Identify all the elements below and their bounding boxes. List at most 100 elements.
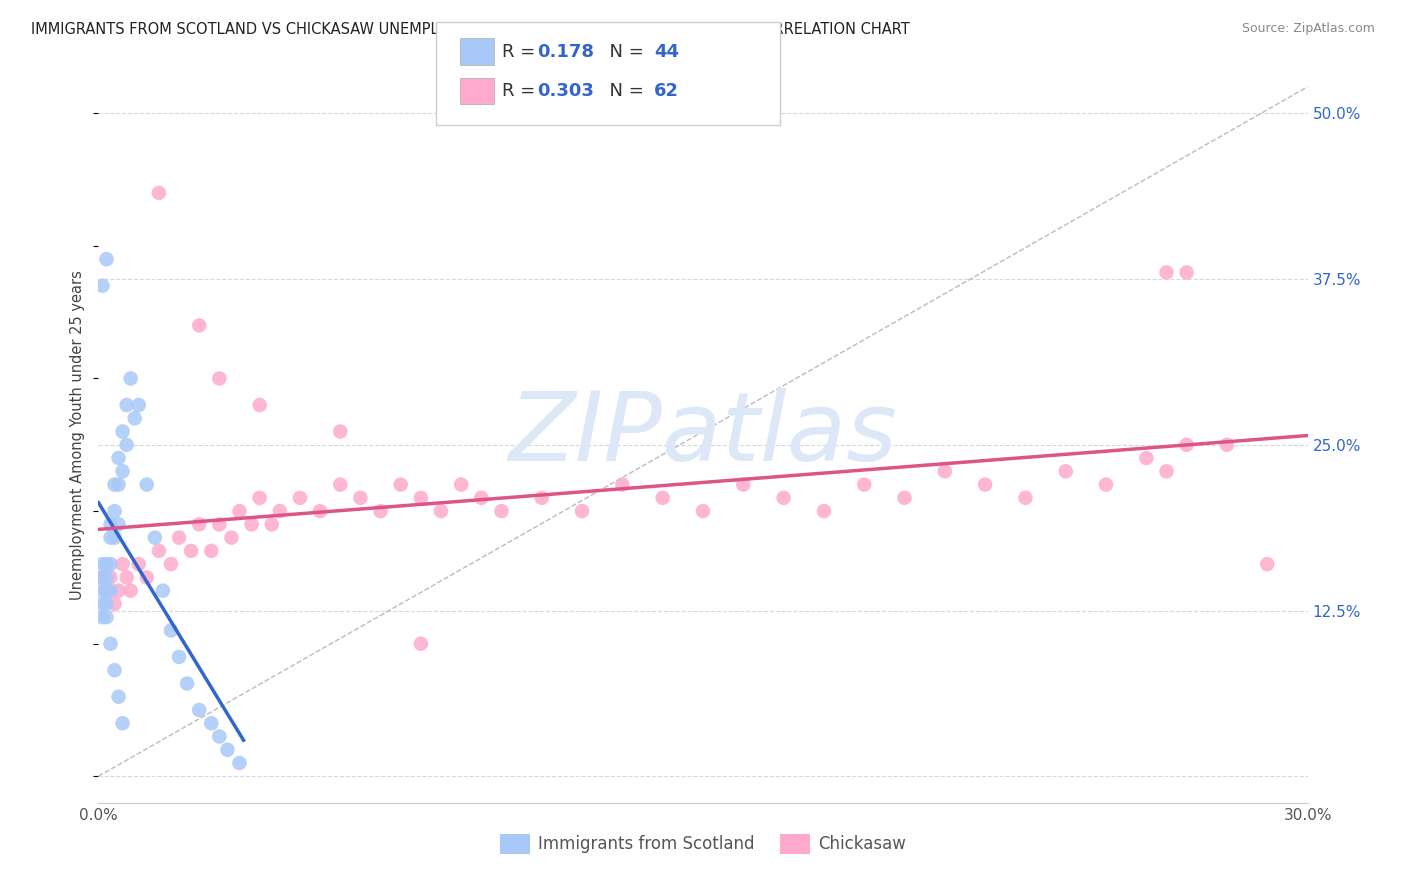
Point bbox=[260, 517, 283, 532]
Point bbox=[96, 597, 118, 611]
Point bbox=[813, 504, 835, 518]
Point bbox=[208, 517, 231, 532]
Point bbox=[200, 544, 222, 558]
Point bbox=[389, 477, 412, 491]
Text: 62: 62 bbox=[654, 82, 679, 100]
Point bbox=[1135, 451, 1157, 466]
Point bbox=[733, 477, 755, 491]
Point bbox=[103, 597, 125, 611]
Point bbox=[249, 491, 271, 505]
Point bbox=[100, 583, 122, 598]
Text: N =: N = bbox=[598, 43, 650, 61]
Point bbox=[1175, 438, 1198, 452]
Point bbox=[91, 570, 114, 584]
Point bbox=[491, 504, 513, 518]
Point bbox=[772, 491, 794, 505]
Point bbox=[111, 464, 134, 478]
Point bbox=[409, 637, 432, 651]
Point bbox=[120, 371, 142, 385]
Point bbox=[1014, 491, 1036, 505]
Point bbox=[176, 676, 198, 690]
Point bbox=[1216, 438, 1239, 452]
Text: IMMIGRANTS FROM SCOTLAND VS CHICKASAW UNEMPLOYMENT AMONG YOUTH UNDER 25 YEARS CO: IMMIGRANTS FROM SCOTLAND VS CHICKASAW UN… bbox=[31, 22, 910, 37]
Point bbox=[221, 531, 243, 545]
Point bbox=[120, 583, 142, 598]
Point bbox=[96, 570, 118, 584]
Point bbox=[135, 477, 157, 491]
Point bbox=[228, 504, 250, 518]
Point bbox=[115, 398, 138, 412]
Point bbox=[100, 517, 122, 532]
Point bbox=[103, 504, 125, 518]
Point bbox=[148, 186, 170, 200]
Point bbox=[217, 743, 239, 757]
Point bbox=[115, 570, 138, 584]
Legend: Immigrants from Scotland, Chickasaw: Immigrants from Scotland, Chickasaw bbox=[494, 827, 912, 861]
Point bbox=[96, 583, 118, 598]
Point bbox=[188, 703, 211, 717]
Point bbox=[160, 557, 183, 571]
Point bbox=[124, 411, 146, 425]
Point bbox=[188, 318, 211, 333]
Point bbox=[152, 583, 174, 598]
Point bbox=[96, 583, 118, 598]
Point bbox=[692, 504, 714, 518]
Point bbox=[100, 637, 122, 651]
Point bbox=[1095, 477, 1118, 491]
Point bbox=[148, 544, 170, 558]
Point bbox=[107, 583, 129, 598]
Point bbox=[249, 398, 271, 412]
Point bbox=[111, 716, 134, 731]
Text: R =: R = bbox=[502, 43, 541, 61]
Point bbox=[853, 477, 876, 491]
Point bbox=[107, 477, 129, 491]
Point bbox=[370, 504, 392, 518]
Point bbox=[269, 504, 291, 518]
Point bbox=[107, 517, 129, 532]
Point bbox=[1256, 557, 1278, 571]
Text: 0.303: 0.303 bbox=[537, 82, 593, 100]
Point bbox=[309, 504, 332, 518]
Point bbox=[111, 425, 134, 439]
Text: N =: N = bbox=[598, 82, 650, 100]
Point bbox=[103, 531, 125, 545]
Point bbox=[470, 491, 492, 505]
Point bbox=[208, 371, 231, 385]
Text: R =: R = bbox=[502, 82, 541, 100]
Point bbox=[100, 531, 122, 545]
Point bbox=[107, 690, 129, 704]
Point bbox=[200, 716, 222, 731]
Point bbox=[893, 491, 915, 505]
Point bbox=[934, 464, 956, 478]
Point bbox=[135, 570, 157, 584]
Point bbox=[167, 531, 190, 545]
Text: 0.178: 0.178 bbox=[537, 43, 595, 61]
Point bbox=[240, 517, 263, 532]
Point bbox=[103, 477, 125, 491]
Point bbox=[143, 531, 166, 545]
Point bbox=[128, 557, 150, 571]
Point bbox=[1156, 464, 1178, 478]
Point bbox=[1054, 464, 1077, 478]
Point bbox=[329, 425, 352, 439]
Point bbox=[409, 491, 432, 505]
Point bbox=[288, 491, 311, 505]
Point bbox=[96, 557, 118, 571]
Point bbox=[571, 504, 593, 518]
Point bbox=[430, 504, 453, 518]
Point bbox=[651, 491, 673, 505]
Point bbox=[612, 477, 634, 491]
Text: 44: 44 bbox=[654, 43, 679, 61]
Point bbox=[329, 477, 352, 491]
Point bbox=[349, 491, 371, 505]
Point bbox=[530, 491, 553, 505]
Point bbox=[107, 451, 129, 466]
Point bbox=[96, 252, 118, 267]
Point bbox=[160, 624, 183, 638]
Point bbox=[188, 517, 211, 532]
Point bbox=[91, 278, 114, 293]
Point bbox=[111, 557, 134, 571]
Point bbox=[91, 597, 114, 611]
Y-axis label: Unemployment Among Youth under 25 years: Unemployment Among Youth under 25 years bbox=[70, 270, 86, 599]
Point bbox=[100, 570, 122, 584]
